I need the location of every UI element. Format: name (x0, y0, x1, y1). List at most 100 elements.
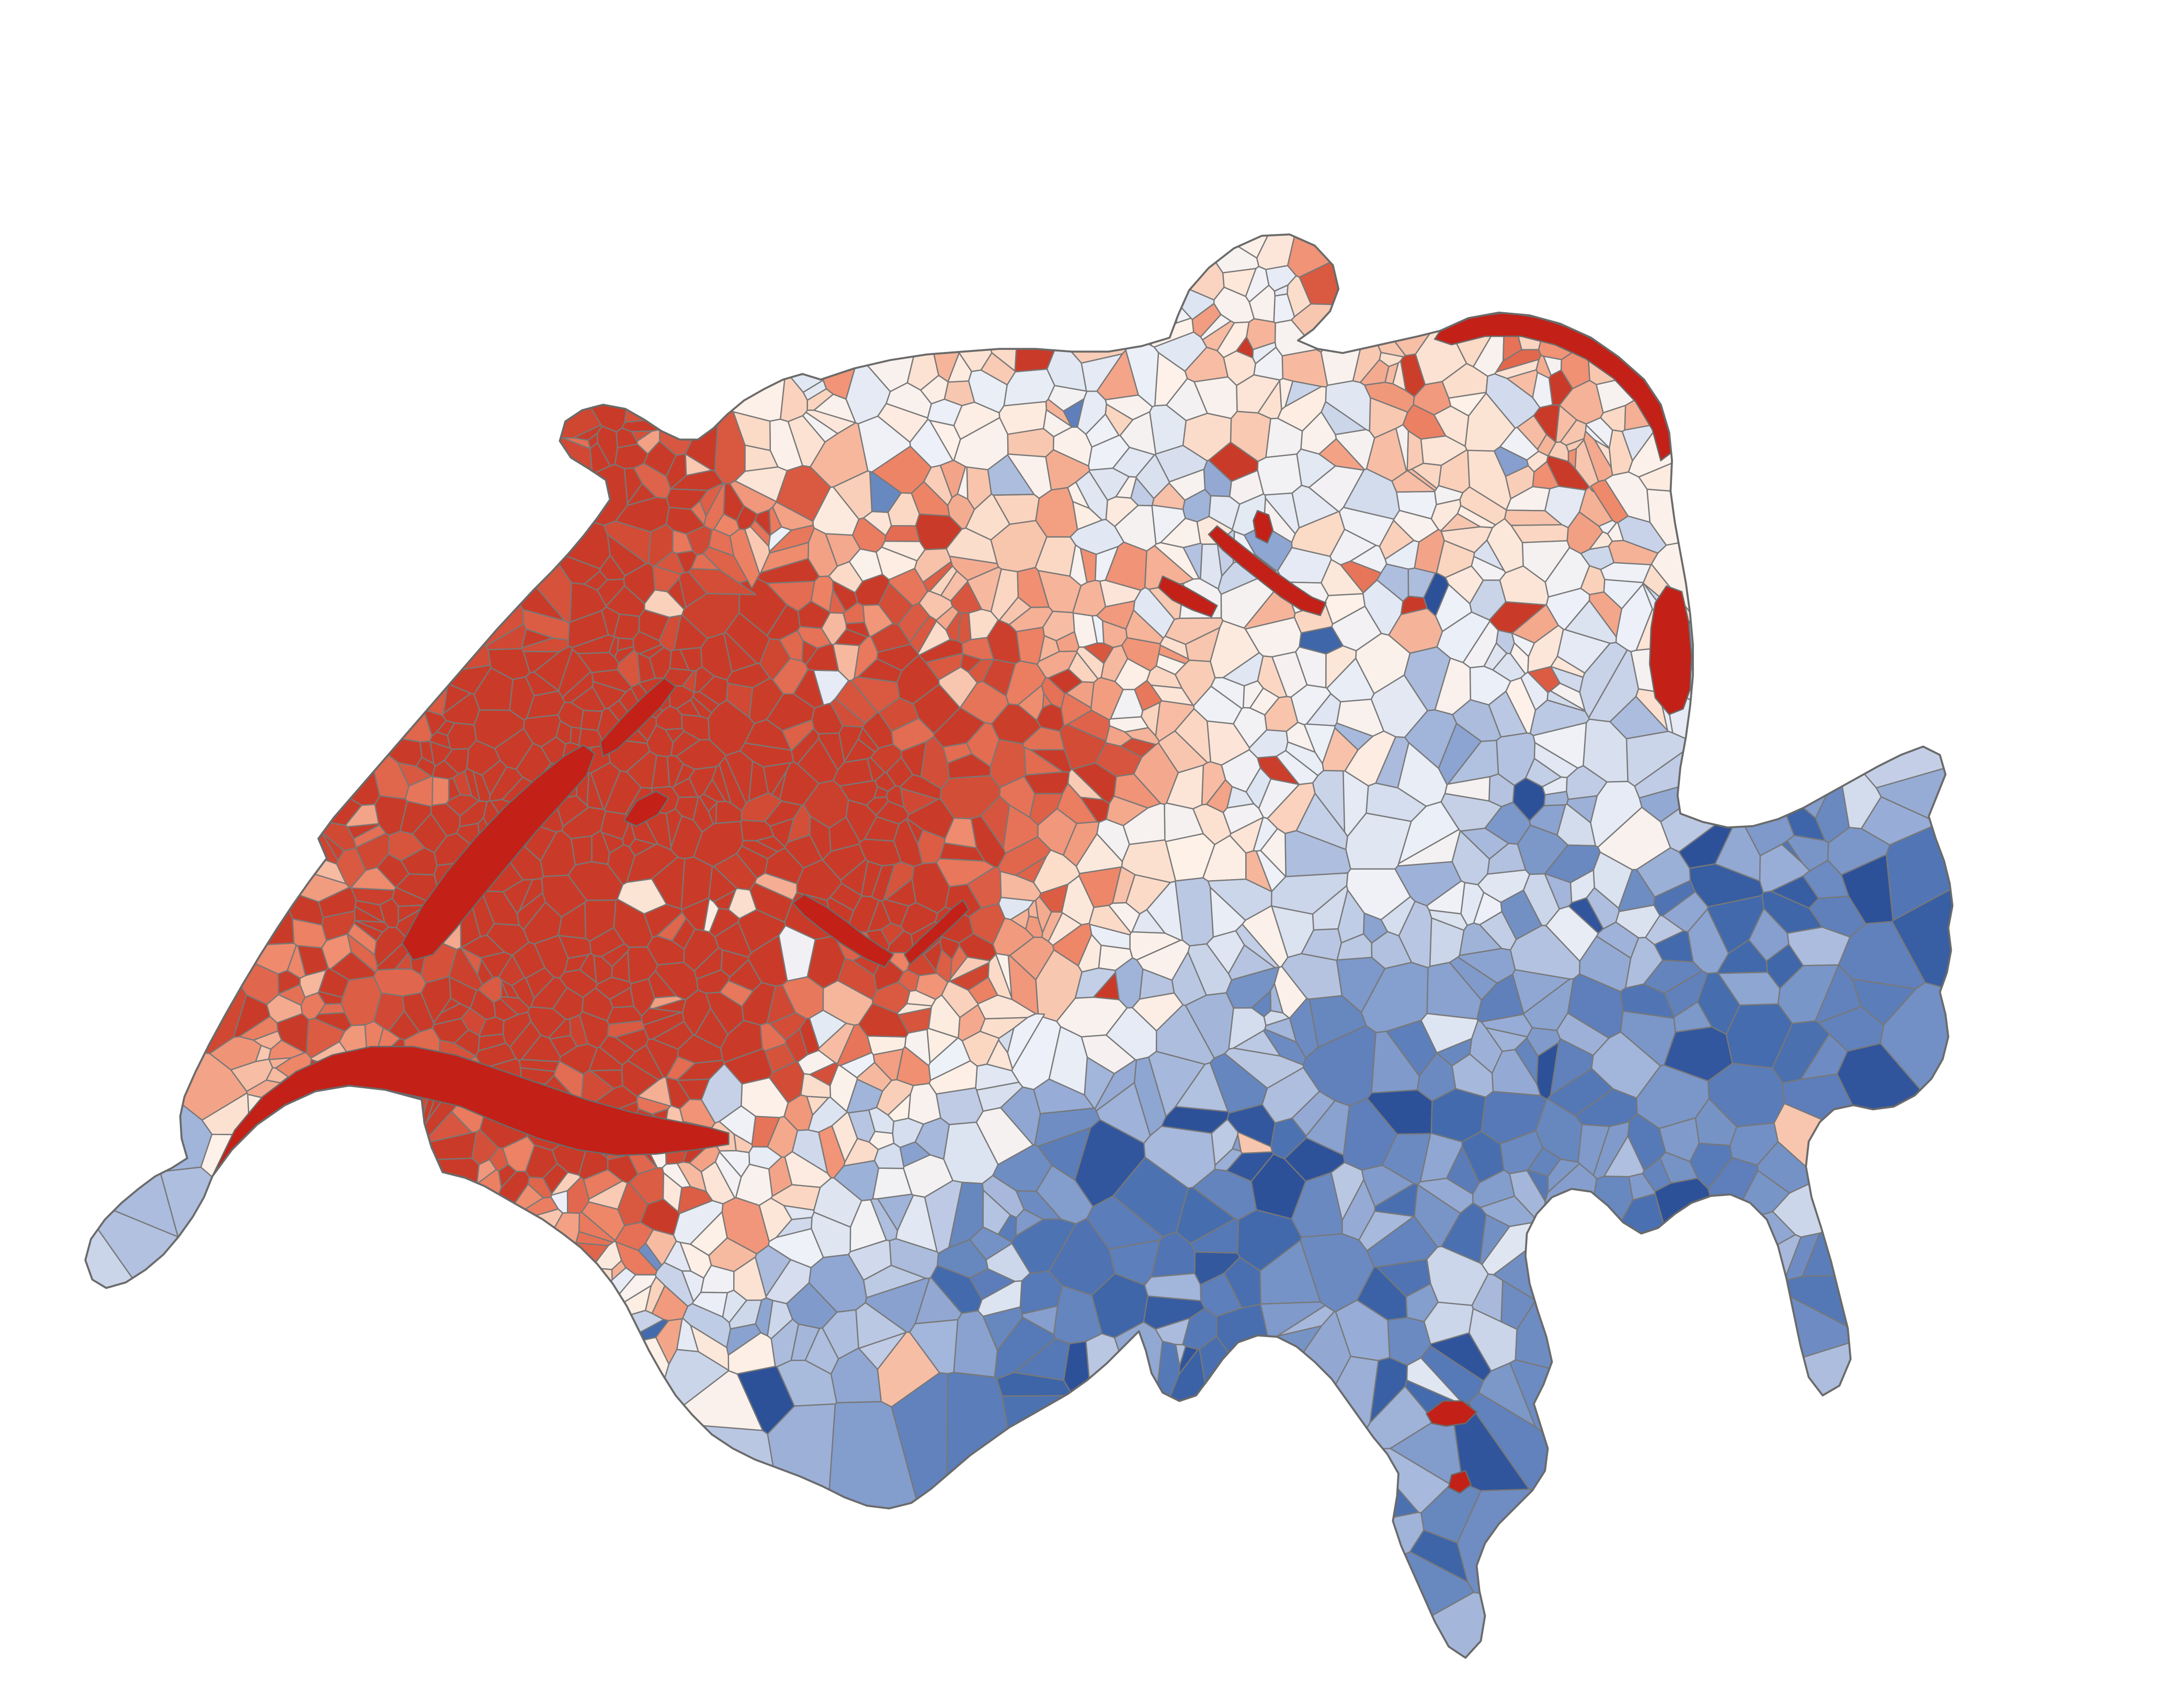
municipality-cell (681, 669, 697, 693)
lake-biel (599, 677, 677, 758)
lake-zug (1157, 575, 1218, 618)
municipality-cell (449, 485, 566, 622)
municipality-cell (665, 1076, 691, 1110)
municipality-cell (936, 1087, 984, 1125)
municipality-cell (713, 513, 740, 537)
clipped-map-layers (85, 234, 1953, 1658)
municipality-cell (1125, 609, 1164, 645)
municipality-cell (373, 926, 408, 967)
municipality-cell (490, 1267, 613, 1391)
municipality-cell (960, 653, 983, 673)
municipality-cell (394, 951, 413, 970)
municipality-cell (810, 575, 834, 612)
municipality-cell (1182, 413, 1232, 462)
municipality-cell (545, 463, 629, 526)
municipality-cell (690, 1325, 730, 1371)
municipality-cell (521, 1034, 561, 1063)
municipality-cell (1072, 579, 1107, 617)
municipality-cell (1236, 1209, 1302, 1272)
municipality-cell (1460, 827, 1509, 860)
municipality-cell (481, 759, 507, 796)
municipality-cell (899, 774, 942, 800)
municipality-cell (1496, 732, 1535, 786)
municipality-cell (1624, 937, 1664, 989)
municipality-cell (212, 782, 339, 865)
municipality-cell (596, 425, 618, 466)
municipality-cell (1099, 579, 1142, 608)
municipality-cell (1590, 781, 1643, 848)
municipality-cell (493, 998, 519, 1021)
municipality-cell (1494, 359, 1540, 379)
municipality-cell (830, 698, 866, 728)
municipality-cell (768, 1228, 824, 1269)
municipality-cell (1260, 828, 1287, 878)
municipality-cell (1504, 509, 1563, 526)
municipality-cell (1136, 939, 1191, 981)
municipality-cell (701, 1063, 743, 1124)
municipality-cell (1406, 430, 1424, 472)
municipality-cell (1015, 1209, 1044, 1237)
municipality-cell (1036, 703, 1065, 732)
municipality-cell (904, 1029, 931, 1066)
municipality-cell (700, 632, 733, 681)
municipality-cell (666, 755, 684, 789)
municipality-cell (694, 1007, 729, 1049)
municipality-cell (736, 1365, 795, 1435)
municipality-cell (873, 1142, 905, 1169)
municipality-cell (1068, 652, 1099, 683)
municipality-cell (1363, 912, 1389, 944)
municipality-cell (85, 1089, 179, 1238)
municipality-cell (1056, 996, 1128, 1038)
municipality-cell (893, 818, 924, 867)
municipality-cell (1174, 708, 1212, 764)
municipality-cell (1008, 606, 1054, 632)
municipality-cell (300, 992, 326, 1020)
municipality-cell (464, 432, 593, 518)
municipality-cell (1448, 392, 1487, 417)
municipality-cell (502, 879, 533, 914)
municipality-cell (1229, 816, 1264, 854)
municipality-cell (1603, 1135, 1645, 1178)
municipality-cell (485, 623, 527, 651)
municipality-cell (809, 1009, 847, 1049)
municipality-cell (233, 994, 271, 1038)
municipality-cell (1048, 668, 1083, 694)
municipality-cell (675, 738, 727, 770)
municipality-cell (768, 526, 792, 552)
municipality-cell (1493, 446, 1529, 477)
municipality-cell (1284, 380, 1322, 407)
municipality-cell (625, 750, 657, 789)
municipality-cell (636, 653, 656, 684)
municipality-cell (652, 1021, 694, 1050)
municipality-cell (1108, 902, 1141, 933)
municipality-cell (1131, 992, 1184, 1032)
municipality-cell (721, 1197, 770, 1255)
municipality-cell (1514, 1037, 1539, 1085)
municipality-cell (1023, 771, 1070, 794)
municipality-cell (1697, 972, 1740, 1035)
municipality-cell (790, 1323, 821, 1361)
municipality-cell (641, 1007, 682, 1026)
municipality-cell (714, 401, 746, 485)
municipality-cell (1224, 1047, 1304, 1089)
rhine-valley-strip (1648, 585, 1692, 715)
municipality-cell (906, 311, 940, 391)
municipality-cell (1039, 883, 1069, 913)
municipality-cell (840, 858, 869, 896)
municipality-cell (110, 891, 247, 1054)
municipality-cell (1155, 445, 1208, 483)
municipality-cell (1591, 1031, 1662, 1099)
municipality-cell (665, 808, 683, 848)
municipality-cell (623, 467, 643, 505)
municipality-cell (999, 871, 1042, 902)
municipality-cell (500, 979, 520, 999)
municipality-cell (676, 1161, 707, 1192)
municipality-cell (863, 510, 892, 537)
municipality-cell (1209, 1053, 1268, 1114)
municipality-cell (719, 756, 747, 812)
municipality-cell (627, 946, 658, 984)
municipality-cell (1037, 1127, 1091, 1181)
municipality-cell (533, 645, 573, 691)
municipality-cell (658, 614, 682, 652)
